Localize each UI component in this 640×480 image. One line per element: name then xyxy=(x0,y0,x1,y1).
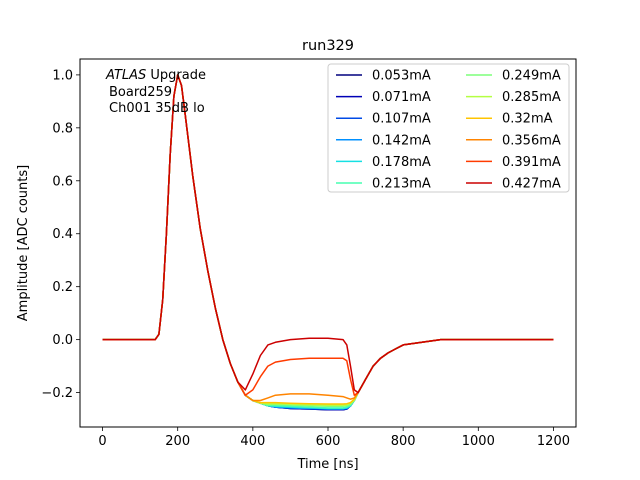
x-tick-label: 600 xyxy=(316,434,341,449)
legend-label: 0.071mA xyxy=(372,90,431,105)
x-tick-label: 200 xyxy=(165,434,190,449)
legend-label: 0.053mA xyxy=(372,69,431,84)
legend-label: 0.142mA xyxy=(372,133,431,148)
x-tick-label: 1200 xyxy=(537,434,570,449)
x-tick-label: 1000 xyxy=(462,434,495,449)
y-tick-label: 0.4 xyxy=(52,227,73,242)
atlas-annotation: ATLAS Upgrade Board259 Ch001 35dB lo xyxy=(105,68,206,116)
legend-label: 0.32mA xyxy=(502,112,553,127)
legend-label: 0.391mA xyxy=(502,155,561,170)
annotation-line-3: Ch001 35dB lo xyxy=(109,101,205,116)
y-tick-label: 0.0 xyxy=(52,333,73,348)
axis-ticks: 0 200 400 600 800 1000 1200 −0.2 0.0 0.2 0.4 0.6 0.8… xyxy=(41,68,570,449)
legend-label: 0.178mA xyxy=(372,155,431,170)
legend-label: 0.356mA xyxy=(502,133,561,148)
annotation-upgrade: Upgrade xyxy=(146,68,206,83)
legend-label: 0.427mA xyxy=(502,177,561,192)
series-line xyxy=(102,74,554,394)
annotation-atlas: ATLAS xyxy=(105,68,146,83)
x-tick-label: 400 xyxy=(240,434,265,449)
annotation-line-2: Board259 xyxy=(109,85,172,100)
annotation-line-1: ATLAS Upgrade xyxy=(105,68,206,83)
plot-lines xyxy=(102,74,554,411)
y-tick-label: −0.2 xyxy=(41,386,73,401)
x-tick-label: 800 xyxy=(391,434,416,449)
legend-box xyxy=(327,63,570,193)
legend-label: 0.285mA xyxy=(502,90,561,105)
legend-label: 0.249mA xyxy=(502,69,561,84)
legend-label: 0.107mA xyxy=(372,112,431,127)
y-tick-label: 0.8 xyxy=(52,121,73,136)
legend: 0.053mA 0.071mA 0.107mA 0.142mA 0.178mA 0.213… xyxy=(327,63,570,193)
x-axis-label: Time [ns] xyxy=(296,457,358,472)
chart-title: run329 xyxy=(302,38,354,54)
y-tick-label: 0.6 xyxy=(52,174,73,189)
y-axis-label: Amplitude [ADC counts] xyxy=(16,165,31,321)
x-tick-label: 0 xyxy=(98,434,106,449)
y-tick-label: 0.2 xyxy=(52,280,73,295)
legend-label: 0.213mA xyxy=(372,177,431,192)
y-tick-label: 1.0 xyxy=(52,68,73,83)
